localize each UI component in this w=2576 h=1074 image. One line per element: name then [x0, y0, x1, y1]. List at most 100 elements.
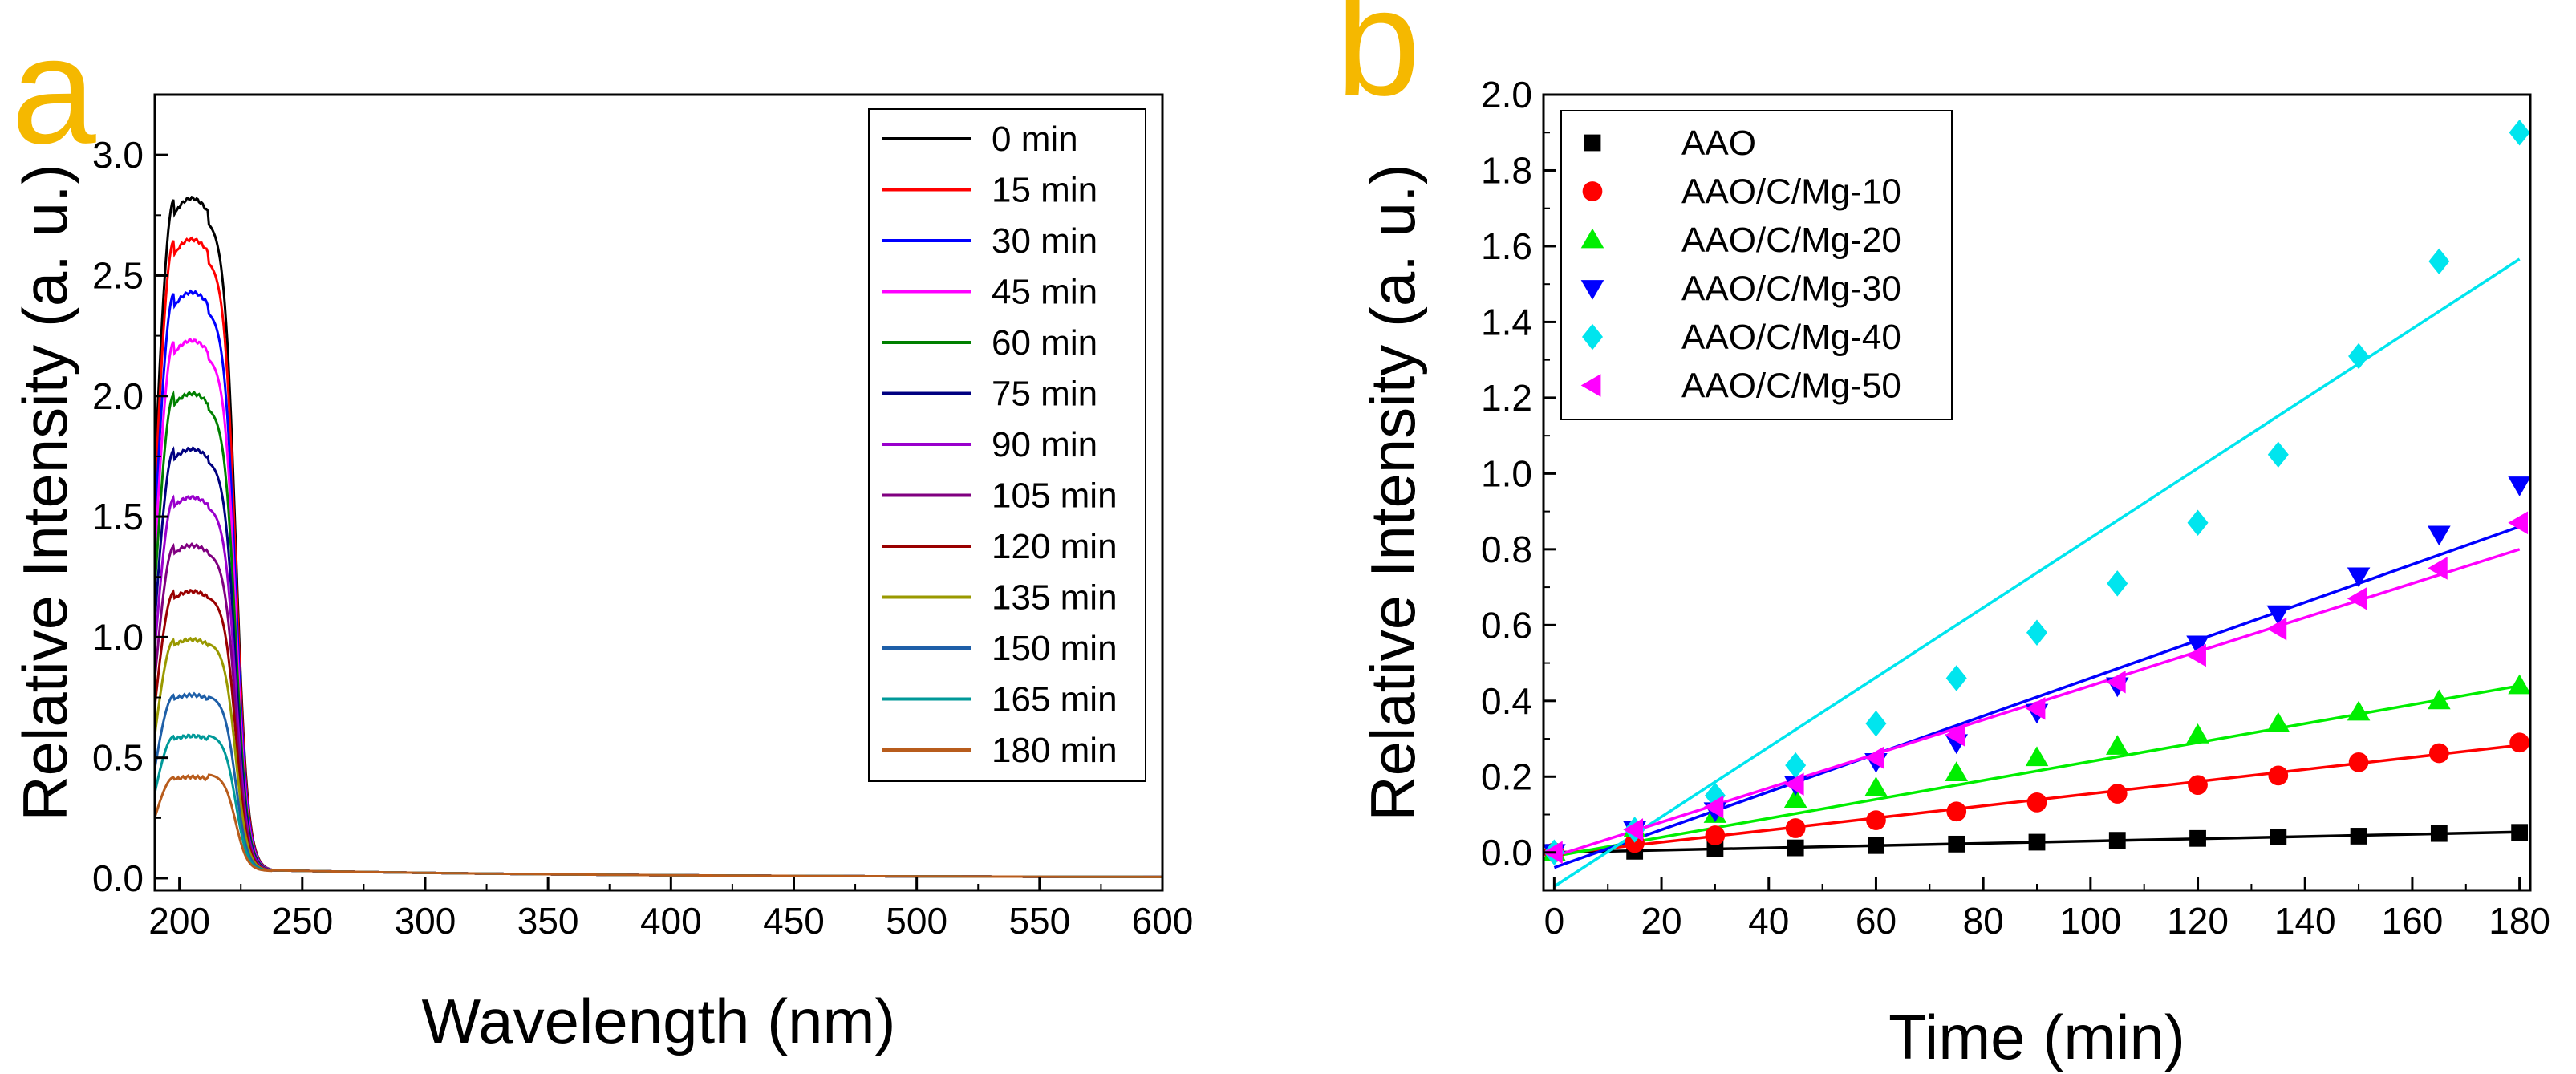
x-tick-label: 250	[271, 900, 333, 942]
data-point	[1785, 752, 1807, 779]
chart-b: 0 20 40 60 80 100 120 140 160 180 0.0 0.2 0.4 0.6 0.8 1…	[1357, 74, 2550, 1072]
data-point	[1787, 839, 1804, 857]
chart-a-plot-frame	[153, 93, 1164, 892]
x-tick-label: 0	[1544, 900, 1565, 942]
y-tick-label: 0.0	[1481, 832, 1532, 873]
data-point	[2187, 509, 2209, 537]
y-tick-label: 1.0	[92, 616, 144, 658]
x-tick-label: 80	[1963, 900, 2004, 942]
y-tick-label: 1.4	[1481, 301, 1532, 342]
legend-label: 150 min	[992, 629, 1118, 668]
x-tick-label: 450	[763, 900, 825, 942]
x-tick-label: 160	[2382, 900, 2444, 942]
data-point	[1945, 723, 1965, 747]
x-tick-label: 400	[640, 900, 702, 942]
legend-marker	[1582, 323, 1603, 351]
x-tick-label: 500	[886, 900, 947, 942]
chart-b-legend: AAO AAO/C/Mg-10 AAO/C/Mg-20 AAO/C/Mg-30 AAO/…	[1560, 110, 1953, 420]
legend-label: AAO	[1681, 124, 1756, 163]
data-point	[2511, 824, 2529, 841]
fit-line-AAO-C-Mg-30	[1553, 525, 2521, 869]
data-point	[2025, 746, 2049, 767]
legend-marker	[1582, 181, 1603, 201]
data-point	[1868, 837, 1884, 854]
data-point	[1706, 841, 1724, 857]
y-tick-label: 0.2	[1481, 756, 1532, 797]
data-point	[1785, 818, 1806, 838]
x-tick-label: 120	[2167, 900, 2229, 942]
legend-label: 0 min	[992, 120, 1078, 159]
data-point	[2189, 829, 2206, 847]
data-point	[2266, 711, 2290, 732]
y-tick-label: 2.5	[92, 254, 144, 296]
data-point	[2347, 567, 2371, 588]
legend-label: AAO/C/Mg-20	[1681, 221, 1901, 260]
data-point	[2026, 792, 2047, 813]
data-point	[2028, 833, 2046, 851]
legend-label: AAO/C/Mg-40	[1681, 318, 1901, 357]
data-point	[2266, 617, 2287, 641]
legend-label: 105 min	[992, 476, 1118, 516]
data-point	[2107, 570, 2128, 597]
data-point	[2508, 476, 2531, 496]
data-point	[1866, 810, 1886, 830]
data-point	[2108, 832, 2126, 849]
data-point	[2270, 828, 2287, 845]
data-point	[2348, 752, 2369, 772]
legend-label: 15 min	[992, 171, 1097, 210]
chart-a-x-axis-label: Wavelength (nm)	[422, 986, 896, 1056]
y-tick-label: 0.8	[1481, 529, 1532, 570]
data-point	[2026, 619, 2047, 646]
panel-b-letter: b	[1336, 0, 1421, 128]
x-tick-label: 350	[517, 900, 579, 942]
data-point	[1864, 776, 1888, 796]
panel-a-letter: a	[11, 6, 96, 176]
legend-marker	[1584, 134, 1601, 152]
legend-label: AAO/C/Mg-30	[1681, 270, 1901, 309]
y-tick-label: 1.5	[92, 496, 144, 537]
data-point	[1783, 772, 1804, 796]
y-tick-label: 3.0	[92, 134, 144, 176]
x-tick-label: 200	[148, 900, 210, 942]
legend-label: 60 min	[992, 323, 1097, 363]
y-tick-label: 2.0	[92, 375, 144, 417]
data-point	[1703, 795, 1724, 819]
data-point	[2508, 511, 2529, 535]
data-point	[2509, 119, 2530, 146]
x-tick-label: 20	[1641, 900, 1681, 942]
x-tick-label: 600	[1132, 900, 1194, 942]
y-tick-label: 1.0	[1481, 452, 1532, 494]
legend-marker	[1580, 280, 1604, 300]
y-tick-label: 0.6	[1481, 604, 1532, 646]
data-point	[2429, 743, 2449, 764]
chart-a-axes: 200 250 300 350 400 450 500 550 600 0.0 0.5 1.0 1.5 2…	[92, 94, 1194, 942]
series-line-180-min	[153, 773, 1162, 878]
x-tick-label: 300	[395, 900, 456, 942]
legend-label: 30 min	[992, 221, 1097, 261]
legend-label: AAO/C/Mg-10	[1681, 172, 1901, 212]
y-tick-label: 1.8	[1481, 149, 1532, 191]
y-tick-label: 1.6	[1481, 225, 1532, 267]
x-tick-label: 60	[1856, 900, 1897, 942]
chart-b-legend-box	[1560, 110, 1953, 420]
chart-b-y-axis-label: Relative Intensity (a. u.)	[1357, 164, 1428, 821]
data-point	[2509, 732, 2529, 753]
data-point	[1865, 710, 1887, 737]
data-point	[1946, 801, 1967, 822]
data-point	[2508, 674, 2531, 695]
chart-a: 200 250 300 350 400 450 500 550 600 0.0 0.5 1.0 1.5 2…	[10, 93, 1194, 1056]
data-point	[1945, 761, 1969, 781]
data-point	[2428, 557, 2448, 580]
data-point	[2428, 525, 2451, 546]
chart-b-axes: 0 20 40 60 80 100 120 140 160 180 0.0 0.2 0.4 0.6 0.8 1…	[1481, 74, 2550, 942]
legend-label: 75 min	[992, 375, 1097, 414]
data-point	[2107, 784, 2128, 804]
data-point	[1623, 818, 1644, 841]
data-point	[2348, 342, 2370, 370]
data-point	[2350, 828, 2367, 845]
chart-a-data-layer	[153, 196, 1162, 878]
data-point	[1705, 825, 1726, 845]
data-point	[2025, 696, 2046, 720]
data-point	[1948, 835, 1965, 853]
